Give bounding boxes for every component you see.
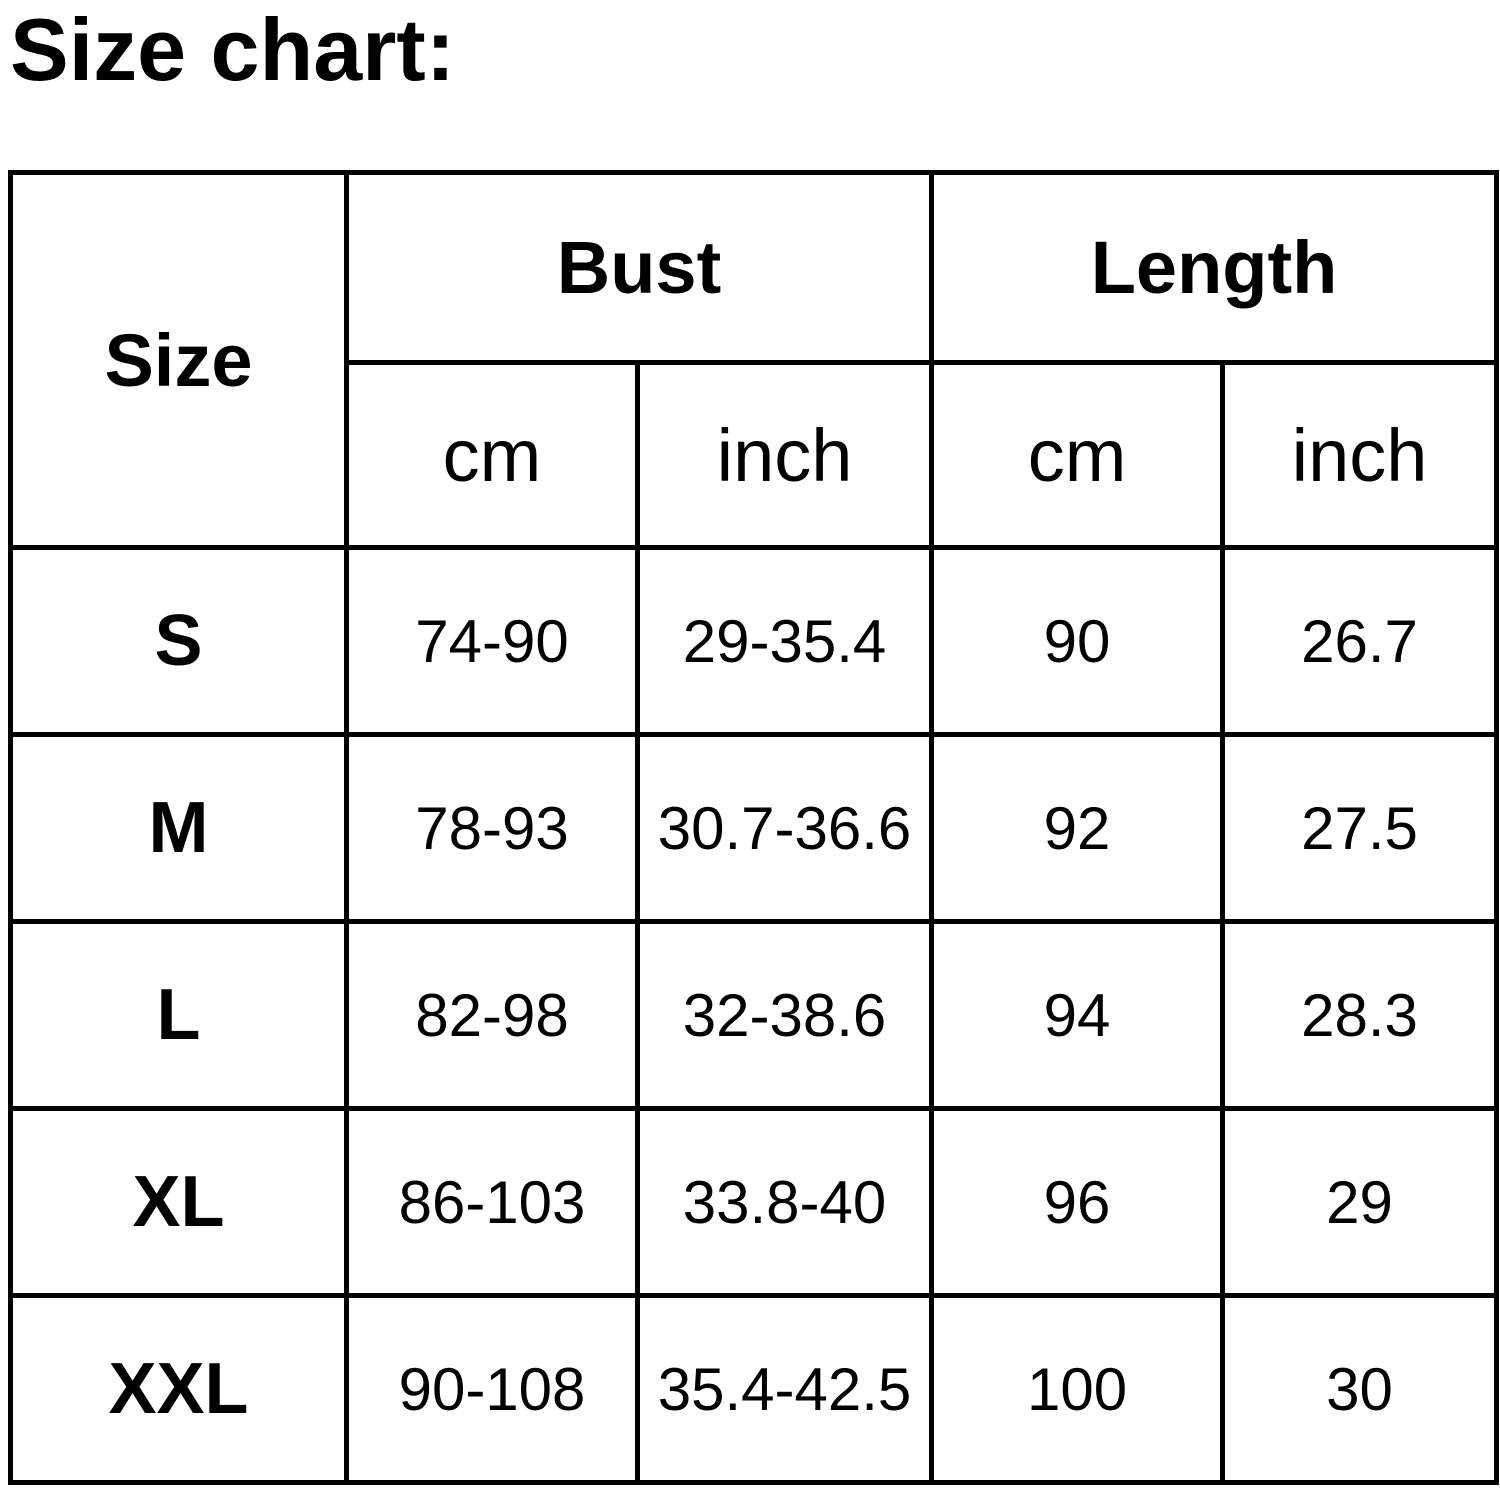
bust-cm-value: 82-98 (344, 919, 640, 1111)
size-label: XL (8, 1106, 349, 1298)
table-row-xl: XL 86-103 33.8-40 96 29 (8, 1106, 1500, 1298)
bust-inch-value: 35.4-42.5 (634, 1293, 935, 1485)
size-label: XXL (8, 1293, 349, 1485)
size-label: L (8, 919, 349, 1111)
page-title: Size chart: (10, 0, 456, 99)
size-label: S (8, 545, 349, 737)
header-size: Size (8, 170, 349, 550)
bust-cm-value: 74-90 (344, 545, 640, 737)
unit-length-cm: cm (929, 360, 1226, 550)
unit-length-inch: inch (1220, 360, 1500, 550)
length-cm-value: 100 (929, 1293, 1226, 1485)
length-inch-value: 26.7 (1220, 545, 1500, 737)
bust-cm-value: 90-108 (344, 1293, 640, 1485)
bust-cm-value: 78-93 (344, 732, 640, 924)
table-row-s: S 74-90 29-35.4 90 26.7 (8, 545, 1500, 737)
length-inch-value: 28.3 (1220, 919, 1500, 1111)
length-inch-value: 27.5 (1220, 732, 1500, 924)
header-unit-row: cm inch cm inch (11, 360, 1500, 550)
table-row-l: L 82-98 32-38.6 94 28.3 (8, 919, 1500, 1111)
length-cm-value: 94 (929, 919, 1226, 1111)
unit-bust-cm: cm (344, 360, 640, 550)
bust-cm-value: 86-103 (344, 1106, 640, 1298)
length-cm-value: 92 (929, 732, 1226, 924)
length-inch-value: 30 (1220, 1293, 1500, 1485)
table-row-m: M 78-93 30.7-36.6 92 27.5 (8, 732, 1500, 924)
bust-inch-value: 32-38.6 (634, 919, 935, 1111)
bust-inch-value: 29-35.4 (634, 545, 935, 737)
length-inch-value: 29 (1220, 1106, 1500, 1298)
bust-inch-value: 30.7-36.6 (634, 732, 935, 924)
bust-inch-value: 33.8-40 (634, 1106, 935, 1298)
size-label: M (8, 732, 349, 924)
length-cm-value: 96 (929, 1106, 1226, 1298)
unit-bust-inch: inch (634, 360, 935, 550)
header-group-row: Size Bust Length (8, 170, 1500, 550)
length-cm-value: 90 (929, 545, 1226, 737)
header-length: Length (929, 170, 1500, 365)
table-row-xxl: XXL 90-108 35.4-42.5 100 30 (8, 1293, 1500, 1485)
header-bust: Bust (343, 170, 935, 365)
size-chart-table: Size Bust Length cm inch cm inch S 74-90… (8, 170, 1500, 1485)
